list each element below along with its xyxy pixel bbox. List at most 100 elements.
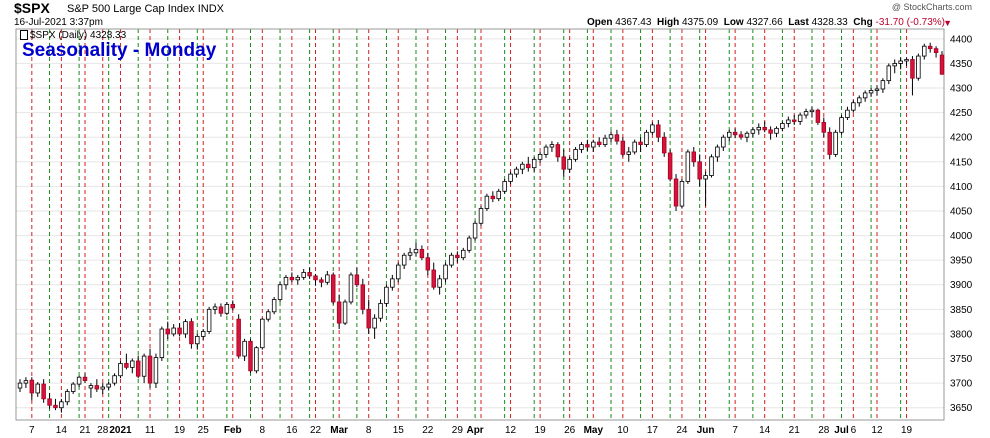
candle-body xyxy=(514,168,519,175)
candle-body xyxy=(336,301,342,324)
candle-body xyxy=(171,327,176,335)
candle-body xyxy=(839,117,844,133)
y-tick-label: 4200 xyxy=(950,133,973,144)
candle-body xyxy=(715,146,720,158)
y-tick-label: 4100 xyxy=(950,182,973,193)
x-tick-label: 10 xyxy=(617,425,629,436)
candle-body xyxy=(200,331,206,337)
candle-body xyxy=(443,264,448,280)
x-tick-label: 22 xyxy=(422,425,434,436)
candle-body xyxy=(721,136,726,148)
y-tick-label: 4250 xyxy=(950,108,973,119)
candle-body xyxy=(112,375,117,384)
candle-body xyxy=(53,404,58,409)
candle-body xyxy=(100,386,105,390)
candle-body xyxy=(922,45,927,57)
x-tick-label: 15 xyxy=(393,425,405,436)
candle-body xyxy=(230,304,236,309)
x-tick-label: 6 xyxy=(851,425,857,436)
x-tick-label: Apr xyxy=(466,425,483,436)
high-label: High xyxy=(657,17,680,28)
y-tick-label: 3900 xyxy=(950,280,973,291)
candle-body xyxy=(478,208,484,224)
high-value: 4375.09 xyxy=(682,17,719,28)
candle-body xyxy=(496,190,501,200)
candle-body xyxy=(490,195,496,200)
x-tick-label: 24 xyxy=(676,425,688,436)
candle-body xyxy=(461,249,466,259)
candle-body xyxy=(868,90,874,94)
candle-body xyxy=(384,286,389,304)
candle-body xyxy=(602,137,608,145)
x-tick-label: Jun xyxy=(697,425,715,436)
candle-body xyxy=(195,335,200,345)
candle-body xyxy=(608,134,614,139)
y-tick-label: 4350 xyxy=(950,59,973,70)
series-legend: $SPX (Daily) 4328.33 xyxy=(20,30,126,41)
x-tick-label: 17 xyxy=(647,425,659,436)
candle-body xyxy=(697,161,702,180)
x-tick-label: 12 xyxy=(505,425,517,436)
candle-body xyxy=(254,347,259,372)
candle-body xyxy=(939,54,945,75)
candle-body xyxy=(549,144,555,148)
quote-summary: Open 4367.43 High 4375.09 Low 4327.66 La… xyxy=(587,17,945,28)
y-tick-label: 3850 xyxy=(950,305,973,316)
x-tick-label: 11 xyxy=(145,425,156,436)
candle-body xyxy=(301,272,306,278)
candle-body xyxy=(732,131,738,136)
candle-body xyxy=(656,124,661,138)
candle-body xyxy=(35,383,40,394)
candle-body xyxy=(667,152,673,180)
candle-body xyxy=(709,156,714,176)
candle-body xyxy=(537,154,543,160)
candle-body xyxy=(135,360,141,377)
candle-body xyxy=(910,59,915,79)
chart-title: Seasonality - Monday xyxy=(22,40,217,61)
candle-body xyxy=(644,131,649,145)
candle-body xyxy=(803,111,809,116)
candle-body xyxy=(561,156,566,170)
candle-body xyxy=(797,114,803,122)
candle-body xyxy=(845,109,850,118)
candle-body xyxy=(744,132,750,138)
quote-datetime: 16-Jul-2021 3:37pm xyxy=(14,17,103,28)
candle-body xyxy=(94,385,100,390)
y-tick-label: 3700 xyxy=(950,379,973,390)
candle-body xyxy=(218,306,224,314)
candle-body xyxy=(520,163,525,170)
plot-frame xyxy=(15,28,945,421)
x-tick-label: 19 xyxy=(901,425,913,436)
candle-body xyxy=(585,144,590,148)
low-label: Low xyxy=(723,17,744,28)
candle-body xyxy=(248,340,253,372)
candle-body xyxy=(23,380,29,384)
candle-body xyxy=(260,318,265,349)
candle-body xyxy=(153,357,159,384)
candle-body xyxy=(632,141,637,153)
y-tick-label: 4400 xyxy=(950,34,973,45)
last-label: Last xyxy=(788,17,809,28)
candle-body xyxy=(591,141,596,148)
candle-body xyxy=(904,59,909,62)
stockcharts-credit: @ StockCharts.com xyxy=(891,2,972,12)
candle-body xyxy=(224,304,230,314)
candle-body xyxy=(466,237,472,251)
candle-body xyxy=(88,385,94,389)
candle-body xyxy=(82,376,88,382)
candle-body xyxy=(325,274,330,283)
candle-body xyxy=(780,123,785,129)
x-tick-label: 28 xyxy=(97,425,109,436)
x-tick-label: May xyxy=(584,425,604,436)
candle-body xyxy=(390,278,395,288)
open-label: Open xyxy=(586,17,613,28)
y-tick-label: 3750 xyxy=(950,354,973,365)
candle-swatch-icon xyxy=(20,30,28,41)
candle-body xyxy=(531,158,537,169)
candle-body xyxy=(449,254,454,266)
candle-body xyxy=(874,88,880,91)
open-value: 4367.43 xyxy=(615,17,652,28)
x-tick-label: 22 xyxy=(310,425,322,436)
x-tick-label: 21 xyxy=(79,425,91,436)
candle-body xyxy=(17,382,23,389)
